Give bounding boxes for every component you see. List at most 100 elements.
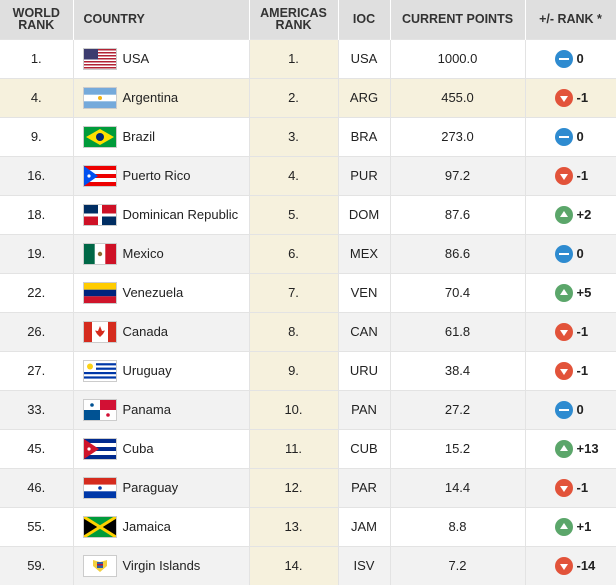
current-points-header[interactable]: CURRENT POINTS xyxy=(390,0,526,39)
table-row[interactable]: 1. USA 1. USA 1000.0 0 xyxy=(0,39,616,78)
rank-change-cell: -1 xyxy=(525,351,616,390)
americas-rank-header[interactable]: AMERICAS RANK xyxy=(249,0,339,39)
country-name[interactable]: Mexico xyxy=(122,246,164,261)
country-name[interactable]: Puerto Rico xyxy=(122,168,191,183)
ioc-cell: VEN xyxy=(338,273,391,312)
points-cell: 38.4 xyxy=(390,351,526,390)
americas-rank-cell: 3. xyxy=(249,117,339,156)
brazil-flag-icon xyxy=(83,126,116,147)
ioc-cell: ISV xyxy=(338,546,391,585)
country-wrap: Argentina xyxy=(83,87,249,108)
rank-change-value: -1 xyxy=(576,168,589,183)
country-name[interactable]: Panama xyxy=(122,402,171,417)
table-row[interactable]: 46. Paraguay 12. PAR 14.4 -1 xyxy=(0,468,616,507)
world-rank-header[interactable]: WORLD RANK xyxy=(0,0,74,39)
world-rank-cell: 16. xyxy=(0,156,74,195)
rank-change-wrap: -1 xyxy=(526,478,616,497)
table-row[interactable]: 33. Panama 10. PAN 27.2 0 xyxy=(0,390,616,429)
world-rank-cell: 1. xyxy=(0,39,74,78)
country-name[interactable]: Paraguay xyxy=(122,480,179,495)
country-wrap: Brazil xyxy=(83,126,249,147)
country-name[interactable]: Dominican Republic xyxy=(122,207,239,222)
world-rank-cell: 9. xyxy=(0,117,74,156)
ioc-cell: CAN xyxy=(338,312,391,351)
table-row[interactable]: 55. Jamaica 13. JAM 8.8 +1 xyxy=(0,507,616,546)
table-row[interactable]: 18. Dominican Republic 5. DOM 87.6 +2 xyxy=(0,195,616,234)
country-cell: Mexico xyxy=(73,234,250,273)
rank-change-header[interactable]: +/- RANK * xyxy=(525,0,616,39)
rank-change-cell: -1 xyxy=(525,312,616,351)
usa-flag-icon xyxy=(83,48,116,69)
country-cell: Puerto Rico xyxy=(73,156,250,195)
ioc-header[interactable]: IOC xyxy=(338,0,391,39)
points-cell: 61.8 xyxy=(390,312,526,351)
table-row[interactable]: 59. Virgin Islands 14. ISV 7.2 -14 xyxy=(0,546,616,585)
country-wrap: Paraguay xyxy=(83,477,249,498)
ioc-cell: DOM xyxy=(338,195,391,234)
points-cell: 1000.0 xyxy=(390,39,526,78)
country-name[interactable]: Jamaica xyxy=(122,519,171,534)
arrow-down-icon xyxy=(554,166,573,185)
country-name[interactable]: Venezuela xyxy=(122,285,184,300)
americas-rank-cell: 8. xyxy=(249,312,339,351)
country-wrap: Mexico xyxy=(83,243,249,264)
minus-icon xyxy=(554,400,573,419)
points-cell: 14.4 xyxy=(390,468,526,507)
rank-change-wrap: -1 xyxy=(526,88,616,107)
rank-change-value: 0 xyxy=(576,51,584,66)
table-row[interactable]: 45. Cuba 11. CUB 15.2 +13 xyxy=(0,429,616,468)
table-row[interactable]: 4. Argentina 2. ARG 455.0 -1 xyxy=(0,78,616,117)
country-name[interactable]: Uruguay xyxy=(122,363,172,378)
americas-rank-cell: 1. xyxy=(249,39,339,78)
arrow-up-icon xyxy=(554,205,573,224)
rank-change-value: 0 xyxy=(576,402,584,417)
rank-change-cell: +2 xyxy=(525,195,616,234)
uruguay-flag-icon xyxy=(83,360,116,381)
country-cell: Uruguay xyxy=(73,351,250,390)
world-rank-cell: 33. xyxy=(0,390,74,429)
country-name[interactable]: Argentina xyxy=(122,90,179,105)
minus-icon xyxy=(554,127,573,146)
country-name[interactable]: Cuba xyxy=(122,441,154,456)
arrow-up-icon xyxy=(554,283,573,302)
americas-rank-cell: 12. xyxy=(249,468,339,507)
world-rank-cell: 55. xyxy=(0,507,74,546)
rank-change-cell: -1 xyxy=(525,78,616,117)
ioc-cell: ARG xyxy=(338,78,391,117)
country-wrap: Uruguay xyxy=(83,360,249,381)
table-row[interactable]: 22. Venezuela 7. VEN 70.4 +5 xyxy=(0,273,616,312)
table-body: 1. USA 1. USA 1000.0 0 4. Argentina 2. ARG 455.0 -1… xyxy=(0,39,616,585)
dominican-republic-flag-icon xyxy=(83,204,116,225)
country-wrap: Panama xyxy=(83,399,249,420)
country-name[interactable]: Virgin Islands xyxy=(122,558,201,574)
world-rank-cell: 22. xyxy=(0,273,74,312)
americas-rank-cell: 6. xyxy=(249,234,339,273)
rank-change-cell: 0 xyxy=(525,234,616,273)
points-cell: 70.4 xyxy=(390,273,526,312)
country-name[interactable]: Brazil xyxy=(122,129,156,144)
country-header[interactable]: COUNTRY xyxy=(73,0,250,39)
jamaica-flag-icon xyxy=(83,516,116,537)
table-row[interactable]: 26. Canada 8. CAN 61.8 -1 xyxy=(0,312,616,351)
argentina-flag-icon xyxy=(83,87,116,108)
table-row[interactable]: 16. Puerto Rico 4. PUR 97.2 -1 xyxy=(0,156,616,195)
country-name[interactable]: Canada xyxy=(122,324,169,339)
table-row[interactable]: 19. Mexico 6. MEX 86.6 0 xyxy=(0,234,616,273)
arrow-down-icon xyxy=(554,88,573,107)
world-rank-cell: 59. xyxy=(0,546,74,585)
rank-change-value: +13 xyxy=(576,441,599,456)
table-row[interactable]: 27. Uruguay 9. URU 38.4 -1 xyxy=(0,351,616,390)
points-cell: 87.6 xyxy=(390,195,526,234)
rank-change-value: 0 xyxy=(576,246,584,261)
rank-change-wrap: 0 xyxy=(526,400,616,419)
arrow-down-icon xyxy=(554,556,573,575)
rank-change-value: +1 xyxy=(576,519,592,534)
table-row[interactable]: 9. Brazil 3. BRA 273.0 0 xyxy=(0,117,616,156)
ioc-cell: BRA xyxy=(338,117,391,156)
rank-change-cell: +13 xyxy=(525,429,616,468)
country-name[interactable]: USA xyxy=(122,51,150,66)
points-cell: 273.0 xyxy=(390,117,526,156)
rank-change-wrap: 0 xyxy=(526,127,616,146)
rank-change-wrap: +13 xyxy=(526,439,616,458)
